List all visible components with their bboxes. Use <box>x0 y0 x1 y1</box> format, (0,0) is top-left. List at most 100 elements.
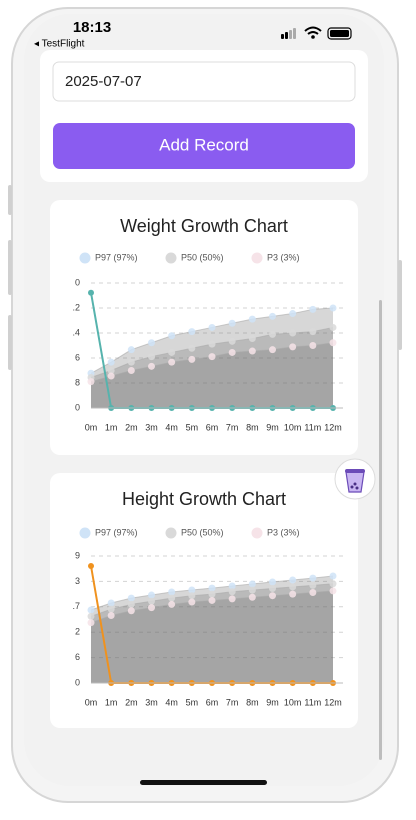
battery-icon <box>327 27 352 40</box>
percentile-point <box>168 600 176 608</box>
percentile-point <box>127 367 135 374</box>
percentile-point <box>228 588 236 596</box>
date-input[interactable] <box>52 61 356 102</box>
percentile-point <box>309 581 317 589</box>
percentile-point <box>168 358 176 366</box>
percentile-point <box>289 343 297 351</box>
percentile-point <box>87 606 95 614</box>
percentile-point <box>228 348 236 356</box>
legend-label: P50 (50%) <box>181 252 224 262</box>
x-tick-label: 7m <box>226 422 239 432</box>
measurement-point <box>88 563 94 570</box>
x-tick-label: 5m <box>186 697 199 707</box>
percentile-point <box>107 612 115 620</box>
percentile-point <box>188 598 196 606</box>
x-tick-label: 4m <box>165 422 178 432</box>
percentile-point <box>188 355 196 363</box>
percentile-point <box>168 594 176 602</box>
chart-title: Weight Growth Chart <box>120 216 288 236</box>
x-tick-label: 12m <box>324 422 342 432</box>
percentile-point <box>127 607 135 615</box>
percentile-point <box>269 330 276 338</box>
home-indicator <box>140 780 267 785</box>
x-tick-label: 8m <box>246 697 259 707</box>
x-tick-label: 9m <box>266 697 279 707</box>
x-tick-label: 8m <box>246 422 259 432</box>
x-tick-label: 9m <box>266 422 279 432</box>
chart-card <box>50 200 358 455</box>
percentile-point <box>269 585 276 593</box>
y-tick-label: .2 <box>72 302 80 312</box>
button-label: Add Record <box>159 135 249 154</box>
percentile-point <box>269 346 276 354</box>
y-tick-label: 0 <box>75 677 80 687</box>
x-tick-label: 2m <box>125 422 138 432</box>
percentile-point <box>269 312 276 320</box>
date-value: 2025-07-07 <box>65 73 142 90</box>
percentile-point <box>148 339 155 347</box>
back-link[interactable]: ◂ TestFlight <box>34 39 85 50</box>
side-button <box>8 240 12 295</box>
x-tick-label: 3m <box>145 422 158 432</box>
side-button <box>8 185 12 215</box>
percentile-point <box>309 589 317 597</box>
percentile-point <box>107 372 115 380</box>
percentile-point <box>107 605 115 613</box>
percentile-point <box>208 596 216 604</box>
percentile-point <box>107 358 115 366</box>
x-tick-label: 0m <box>85 697 98 707</box>
percentile-point <box>329 339 337 347</box>
percentile-area <box>91 590 333 683</box>
percentile-point <box>208 584 216 592</box>
legend-swatch <box>79 527 91 539</box>
percentile-point <box>289 310 297 318</box>
percentile-point <box>188 344 196 352</box>
percentile-point <box>87 612 95 620</box>
legend-label: P3 (3%) <box>267 252 300 262</box>
legend-swatch <box>79 252 91 264</box>
x-tick-label: 6m <box>206 422 219 432</box>
x-tick-label: 4m <box>165 697 178 707</box>
x-tick-label: 10m <box>284 697 302 707</box>
x-tick-label: 7m <box>226 697 239 707</box>
percentile-point <box>228 595 236 603</box>
percentile-point <box>248 580 256 588</box>
chart: Height Growth Chart 0 6 2 .7 3 9 0m 1m 2m 3m 4m 5m 6m… <box>72 489 343 707</box>
x-tick-label: 10m <box>284 422 302 432</box>
percentile-point <box>148 362 155 370</box>
side-button <box>398 260 402 350</box>
scrollbar <box>379 300 382 760</box>
percentile-point <box>248 347 256 355</box>
percentile-point <box>188 586 196 594</box>
legend-label: P97 (97%) <box>95 252 138 262</box>
x-tick-label: 11m <box>304 697 321 707</box>
chart: Weight Growth Chart 0 8 6 .4 .2 0 0m 1m 2m 3m 4m 5m 6… <box>72 216 343 432</box>
y-tick-label: .7 <box>72 601 80 611</box>
y-tick-label: .4 <box>72 327 80 337</box>
percentile-point <box>208 323 216 331</box>
y-tick-label: 6 <box>75 352 80 362</box>
percentile-point <box>127 358 135 366</box>
y-tick-label: 8 <box>75 377 80 387</box>
y-tick-label: 6 <box>75 652 80 662</box>
percentile-point <box>329 572 337 580</box>
percentile-point <box>269 578 276 586</box>
percentile-point <box>87 619 95 627</box>
measurement-point <box>88 289 94 296</box>
percentile-point <box>168 348 176 356</box>
percentile-point <box>309 328 317 336</box>
legend-swatch <box>251 252 263 264</box>
percentile-point <box>329 580 337 588</box>
percentile-point <box>228 319 236 327</box>
percentile-point <box>168 588 176 596</box>
percentile-point <box>127 594 135 602</box>
percentile-point <box>208 590 216 598</box>
floating-button[interactable] <box>334 458 376 500</box>
battery-level <box>330 30 349 37</box>
percentile-point <box>228 337 236 345</box>
add-record-button[interactable] <box>53 123 355 169</box>
x-tick-label: 1m <box>105 422 118 432</box>
legend-label: P50 (50%) <box>181 527 224 537</box>
percentile-point <box>208 340 216 348</box>
percentile-point <box>269 592 276 600</box>
